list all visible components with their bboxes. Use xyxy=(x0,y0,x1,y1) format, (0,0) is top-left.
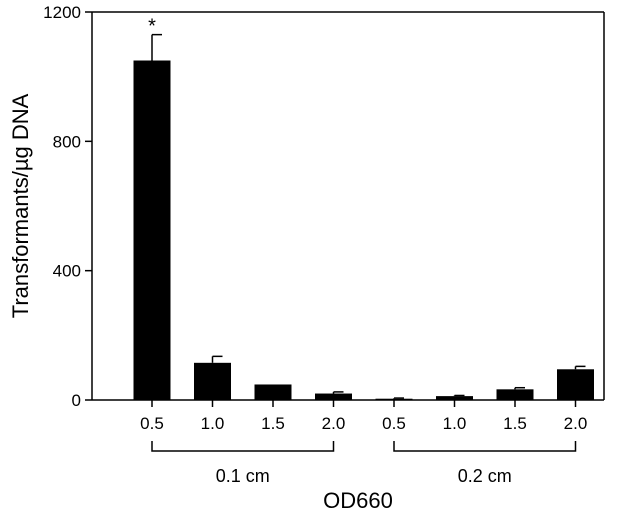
bar xyxy=(254,384,292,400)
bar xyxy=(436,396,473,400)
x-tick-label: 0.5 xyxy=(140,414,164,433)
x-tick-label: 1.5 xyxy=(261,414,285,433)
bar xyxy=(133,60,171,400)
y-tick-label: 800 xyxy=(53,132,81,151)
x-tick-label: 0.5 xyxy=(382,414,406,433)
x-tick-label: 1.5 xyxy=(503,414,527,433)
bar xyxy=(194,362,231,400)
bar xyxy=(496,389,534,400)
significance-marker: * xyxy=(148,16,156,38)
y-tick-label: 1200 xyxy=(43,3,81,22)
bar xyxy=(315,393,352,400)
y-tick-label: 0 xyxy=(72,391,81,410)
bar xyxy=(375,398,413,400)
bar xyxy=(557,369,594,400)
group-label: 0.1 cm xyxy=(216,466,270,486)
y-axis-title: Transformants/µg DNA xyxy=(8,93,33,318)
group-bracket xyxy=(393,441,577,452)
x-tick-label: 1.0 xyxy=(443,414,467,433)
group-label: 0.2 cm xyxy=(458,466,512,486)
x-tick-label: 2.0 xyxy=(322,414,346,433)
x-tick-label: 2.0 xyxy=(564,414,588,433)
group-bracket xyxy=(151,441,335,452)
y-tick-label: 400 xyxy=(53,262,81,281)
x-tick-label: 1.0 xyxy=(201,414,225,433)
x-axis-title: OD660 xyxy=(323,488,393,513)
